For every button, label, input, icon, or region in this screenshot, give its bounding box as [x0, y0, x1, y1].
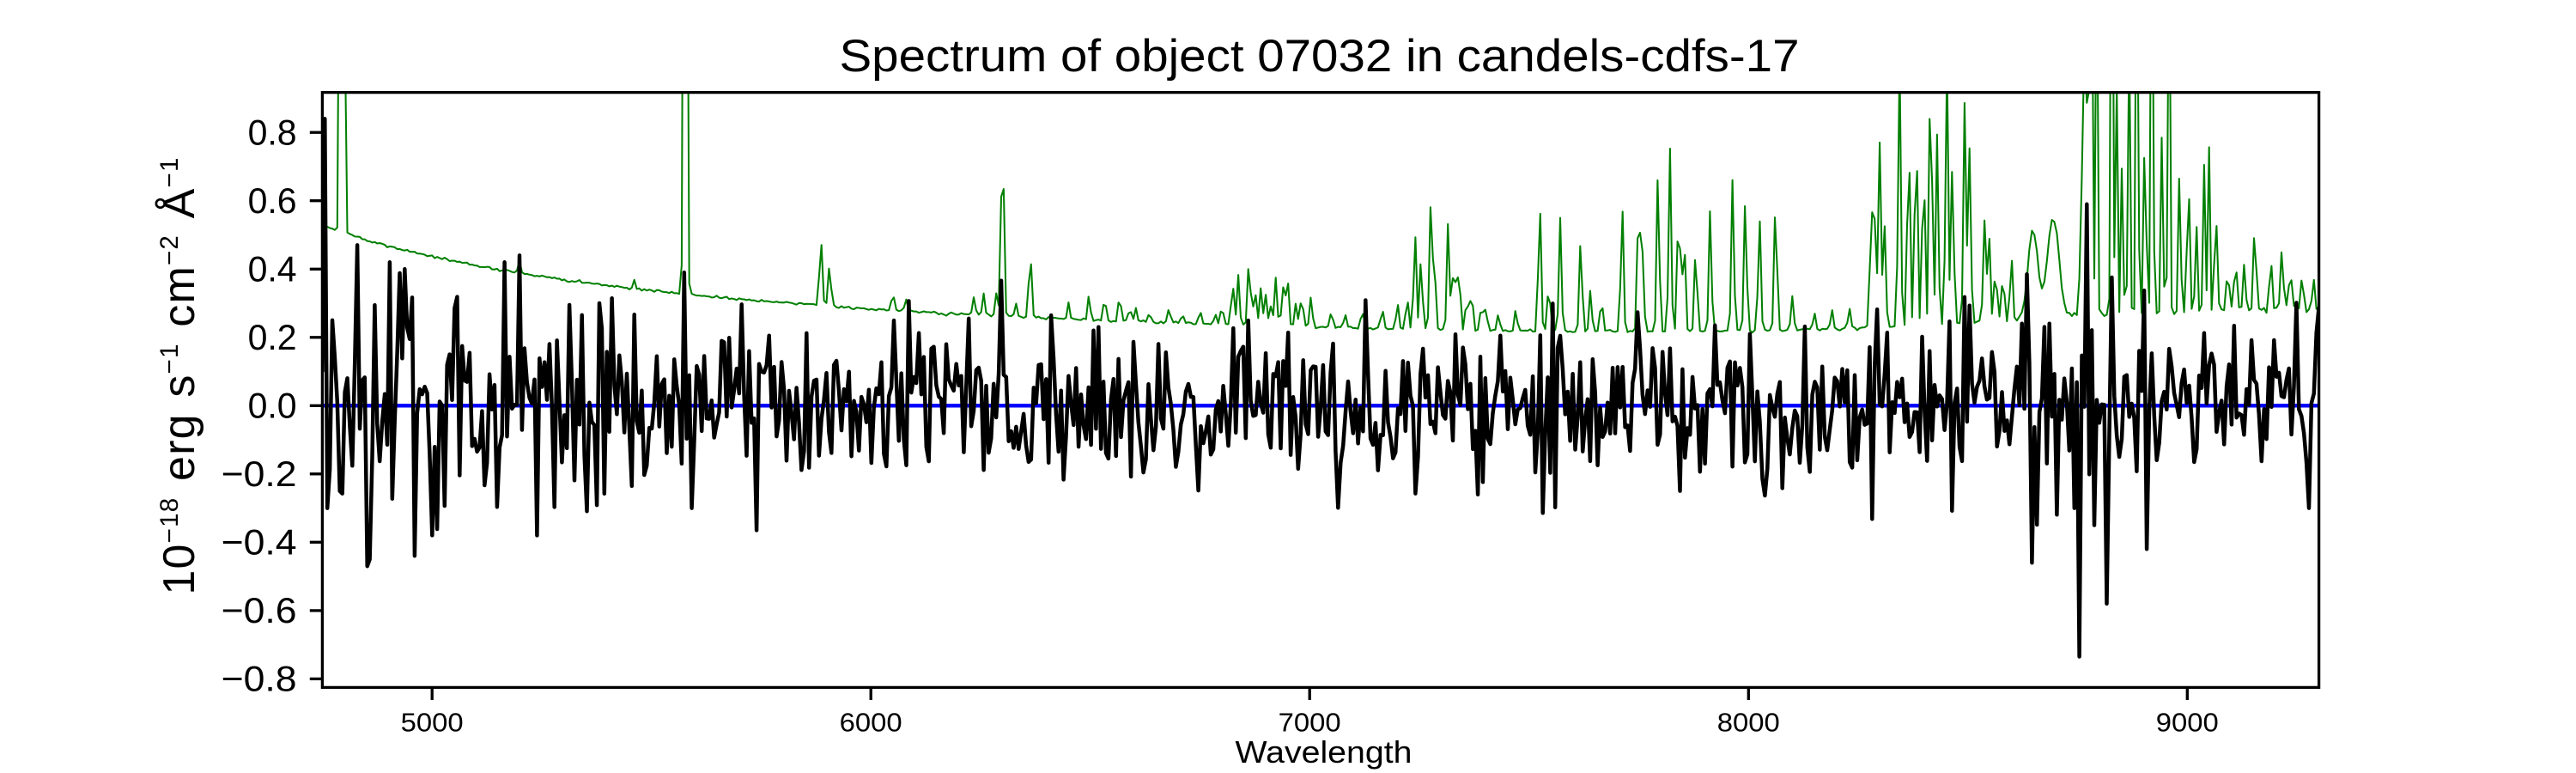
- svg-text:0.8: 0.8: [248, 113, 297, 153]
- svg-text:Spectrum of object 07032 in ca: Spectrum of object 07032 in candels-cdfs…: [840, 31, 1800, 82]
- svg-text:−0.8: −0.8: [222, 659, 297, 699]
- svg-text:5000: 5000: [401, 709, 464, 738]
- svg-text:0.0: 0.0: [248, 386, 297, 426]
- svg-text:7000: 7000: [1279, 709, 1341, 738]
- svg-text:Wavelength: Wavelength: [1236, 734, 1413, 770]
- svg-text:−0.6: −0.6: [222, 590, 297, 630]
- svg-text:6000: 6000: [840, 709, 902, 738]
- svg-text:0.2: 0.2: [248, 317, 297, 357]
- svg-text:0.4: 0.4: [248, 249, 297, 289]
- svg-text:−0.2: −0.2: [222, 453, 297, 494]
- svg-text:−0.4: −0.4: [222, 522, 297, 563]
- svg-text:10−18 erg s−1 cm−2 Å−1: 10−18 erg s−1 cm−2 Å−1: [155, 156, 204, 594]
- svg-text:8000: 8000: [1717, 709, 1780, 738]
- svg-text:0.6: 0.6: [248, 180, 297, 221]
- svg-text:9000: 9000: [2156, 709, 2219, 738]
